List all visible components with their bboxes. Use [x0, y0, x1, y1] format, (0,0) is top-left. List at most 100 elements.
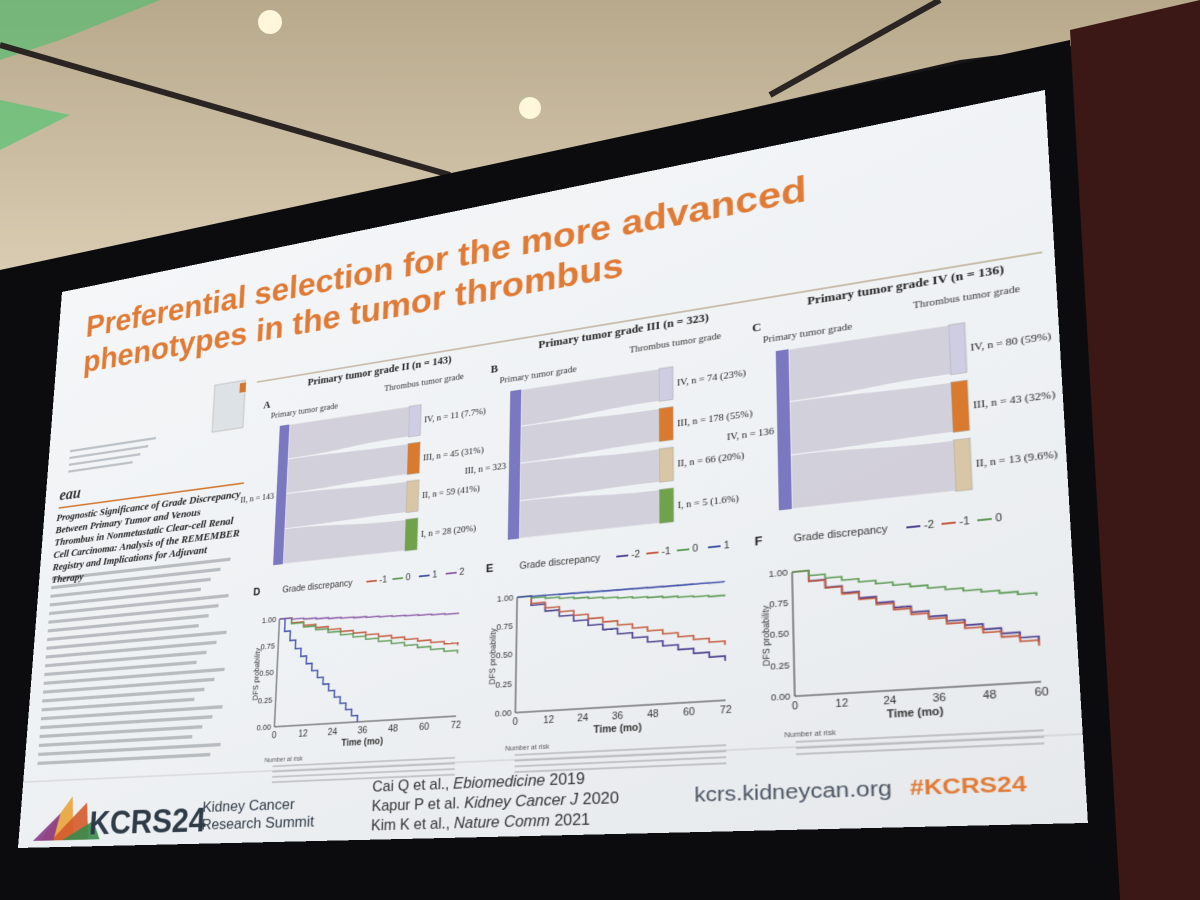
survival-curve: [274, 612, 361, 727]
reference-journal: Kidney Cancer J: [464, 792, 579, 812]
legend-swatch: [446, 573, 457, 574]
y-tick-label: 0.50: [259, 669, 274, 679]
target-label: IV, n = 80 (59%): [970, 332, 1051, 353]
x-axis-label: Time (mo): [341, 737, 383, 748]
y-axis: [274, 619, 279, 727]
y-tick-label: 0.00: [256, 723, 272, 733]
legend-swatch: [419, 575, 430, 576]
x-tick-label: 0: [512, 718, 518, 728]
axis-label: Thrombus tumor grade: [629, 332, 721, 355]
legend-swatch: [941, 523, 955, 524]
legend-swatch: [616, 555, 628, 556]
y-axis-label: DFS probability: [761, 604, 773, 667]
risk-row: [795, 742, 1045, 756]
panel-letter: D: [253, 585, 261, 598]
reference: Cai Q et al., Ebiomedicine 2019: [372, 771, 585, 796]
legend-label: 2: [459, 568, 464, 578]
x-tick-label: 24: [577, 714, 588, 724]
x-tick-label: 48: [647, 710, 659, 721]
y-tick-label: 0.00: [771, 692, 791, 703]
target-node: [659, 407, 673, 442]
target-label: IV, n = 11 (7.7%): [424, 408, 486, 426]
legend-swatch: [677, 549, 689, 550]
y-tick-label: 1.00: [769, 568, 789, 580]
author-line: [43, 667, 225, 685]
survival-curve: [516, 578, 725, 675]
legend-swatch: [366, 581, 376, 582]
y-tick-label: 0.25: [495, 680, 512, 691]
header-line: [68, 453, 141, 466]
x-tick-label: 72: [720, 706, 732, 717]
target-label: III, n = 178 (55%): [677, 409, 752, 428]
ceiling: [0, 0, 1200, 270]
x-tick-label: 24: [883, 696, 897, 707]
journal-logo: eau: [58, 484, 82, 505]
green-light: [0, 100, 70, 150]
km-panel: E Grade discrepancy -2 -1 0 1 1.00 0.75 0.50 0.25…: [486, 541, 732, 774]
reference-year: 2020: [578, 790, 619, 808]
target-node: [407, 442, 420, 475]
axis-label: Thrombus tumor grade: [384, 373, 464, 394]
y-tick-label: 0.00: [495, 709, 513, 719]
reference: Kim K et al., Nature Comm 2021: [371, 812, 590, 835]
y-tick-label: 1.00: [497, 594, 514, 605]
risk-title: Number at risk: [505, 743, 550, 753]
target-node: [659, 488, 673, 523]
legend-swatch: [392, 578, 403, 579]
x-tick-label: 12: [298, 730, 308, 739]
x-tick-label: 36: [932, 693, 946, 704]
target-label: I, n = 5 (1.6%): [678, 494, 739, 510]
target-node: [408, 405, 421, 437]
reference-authors: Kapur P et al.: [371, 796, 464, 815]
survival-curve: [792, 550, 1039, 662]
header-line: [69, 436, 157, 453]
curtain: [1070, 0, 1200, 900]
km-panel: F Grade discrepancy -2 -1 0 1.00 0.75 0.50 0.25 0…: [754, 514, 1049, 756]
y-tick-label: 0.50: [770, 630, 790, 642]
source-node: [507, 389, 522, 540]
axis-label: Primary tumor grade: [271, 402, 339, 421]
author-line: [49, 587, 201, 607]
y-axis: [515, 597, 517, 712]
target-node: [953, 438, 972, 491]
y-axis-label: DFS probability: [488, 627, 499, 685]
ceiling-light: [258, 10, 282, 34]
reference-journal: Nature Comm: [454, 813, 550, 832]
target-node: [659, 367, 673, 402]
legend-label: 0: [405, 574, 410, 583]
risk-row: [514, 762, 727, 774]
x-tick-label: 60: [683, 708, 695, 719]
legend-title: Grade discrepancy: [794, 525, 889, 544]
target-label: II, n = 66 (20%): [677, 452, 744, 470]
reference-journal: Ebiomedicine: [453, 773, 545, 793]
y-tick-label: 0.25: [770, 661, 790, 672]
survival-curve: [278, 603, 459, 660]
reference-year: 2019: [545, 771, 585, 789]
x-tick-label: 72: [451, 721, 462, 731]
target-label: II, n = 13 (9.6%): [976, 451, 1058, 471]
y-tick-label: 0.50: [496, 651, 513, 662]
risk-title: Number at risk: [264, 755, 303, 765]
legend-label: -2: [924, 520, 935, 531]
target-node: [948, 323, 967, 375]
legend-label: 1: [724, 541, 730, 551]
risk-row: [514, 750, 727, 762]
author-line: [46, 623, 199, 642]
survival-curve: [792, 550, 1036, 615]
reference: Kapur P et al. Kidney Cancer J 2020: [371, 790, 618, 815]
x-tick-label: 24: [327, 728, 337, 738]
target-label: IV, n = 74 (23%): [677, 369, 746, 388]
footer-url: kcrs.kidneycan.org: [694, 777, 892, 807]
x-tick-label: 48: [983, 690, 998, 702]
header-line: [69, 444, 149, 460]
slide-graphics: Preferential selection for the more adva…: [18, 169, 1088, 842]
truss: [768, 0, 942, 98]
author-line: [45, 640, 217, 659]
footer-hashtag: #KCRS24: [909, 772, 1027, 801]
reference-authors: Kim K et al.,: [371, 816, 454, 835]
footer-logo-line: Research Summit: [201, 813, 315, 833]
green-light: [0, 0, 160, 60]
risk-title: Number at risk: [784, 729, 837, 740]
panel-letter: F: [754, 534, 762, 549]
source-label: IV, n = 136: [727, 427, 775, 443]
